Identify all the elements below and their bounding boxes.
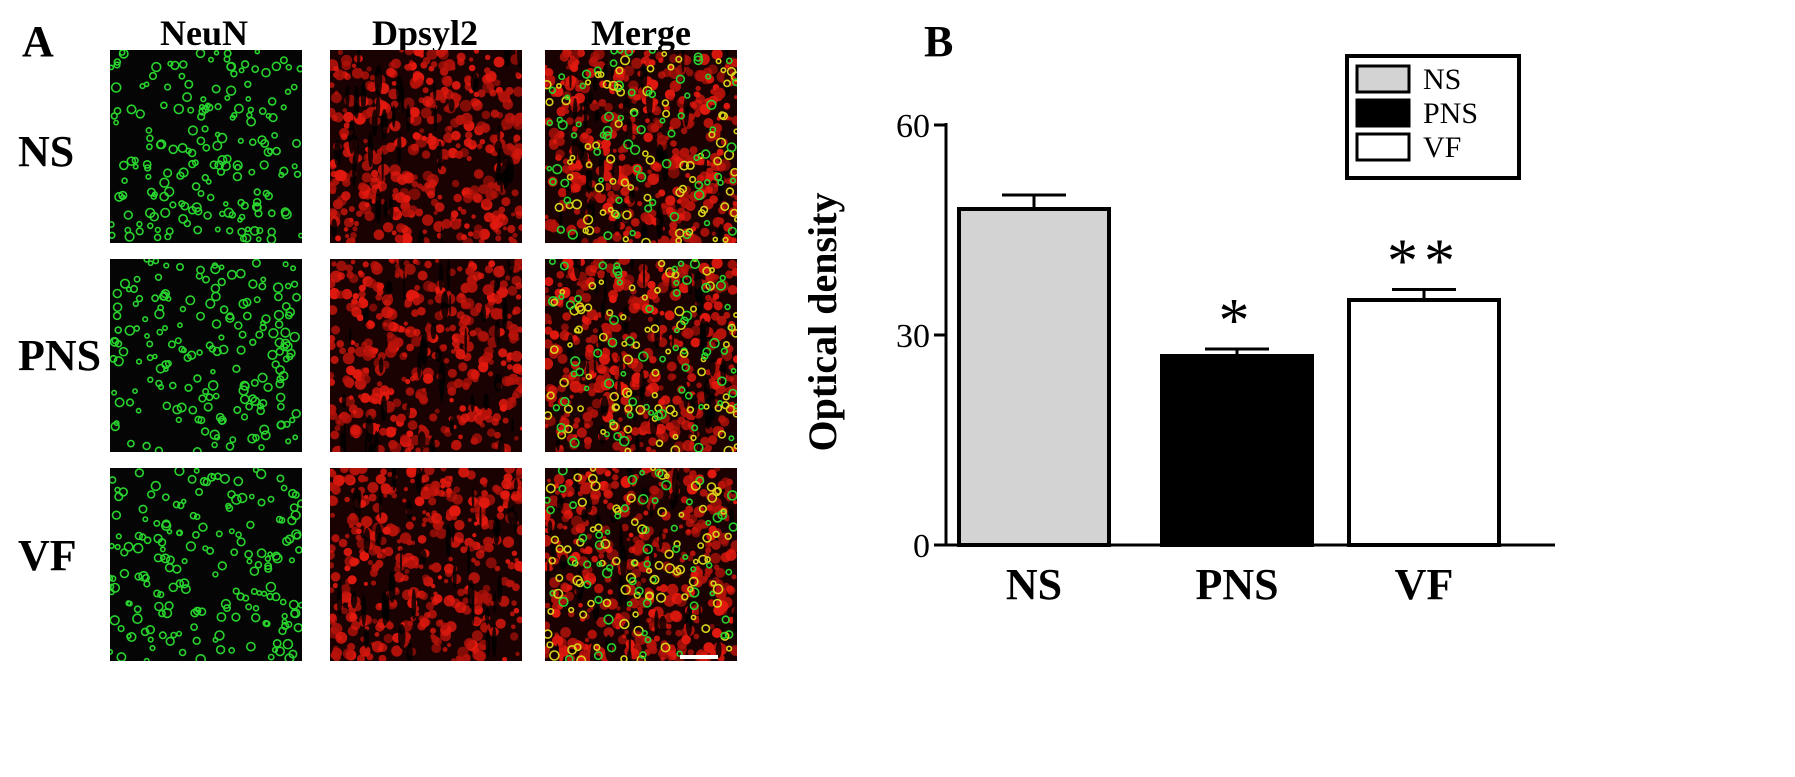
bar-ns xyxy=(957,207,1111,547)
legend-swatch-vf xyxy=(1355,132,1411,162)
column-header-neun: NeuN xyxy=(160,13,248,53)
significance-pns: * xyxy=(1219,287,1256,355)
legend-label-vf: VF xyxy=(1423,131,1461,164)
legend-label-ns: NS xyxy=(1423,63,1461,96)
bar-vf xyxy=(1347,298,1501,547)
significance-vf: ** xyxy=(1387,228,1461,296)
row-label-vf: VF xyxy=(18,531,77,580)
y-tick-label-0: 0 xyxy=(913,528,930,565)
micrograph-neun-pns xyxy=(110,259,302,452)
micrograph-merge-vf xyxy=(545,468,737,661)
column-header-dpsyl2: Dpsyl2 xyxy=(371,13,479,53)
scale-bar xyxy=(680,655,718,659)
column-header-merge: Merge xyxy=(591,13,691,53)
micrograph-neun-vf xyxy=(110,468,302,661)
micrograph-dpsyl2-pns xyxy=(330,259,522,452)
x-tick-label-pns: PNS xyxy=(1195,560,1278,609)
legend-swatch-ns xyxy=(1355,64,1411,94)
y-tick-label-2: 60 xyxy=(896,108,930,145)
y-axis-label: Optical density xyxy=(800,193,845,452)
row-label-ns: NS xyxy=(18,127,75,176)
micrograph-merge-pns xyxy=(545,259,737,452)
micrograph-merge-ns xyxy=(545,50,737,243)
micrograph-dpsyl2-vf xyxy=(330,468,522,661)
legend-swatch-pns xyxy=(1355,98,1411,128)
panel-a-letter: A xyxy=(22,17,54,66)
micrograph-neun-ns xyxy=(110,50,302,243)
micrograph-dpsyl2-ns xyxy=(330,50,522,243)
legend-label-pns: PNS xyxy=(1423,97,1478,130)
panel-b-letter: B xyxy=(924,17,954,66)
row-label-pns: PNS xyxy=(18,331,102,380)
y-tick-label-1: 30 xyxy=(896,318,930,355)
x-tick-label-vf: VF xyxy=(1395,560,1454,609)
x-tick-label-ns: NS xyxy=(1006,560,1062,609)
bar-pns xyxy=(1160,354,1314,547)
